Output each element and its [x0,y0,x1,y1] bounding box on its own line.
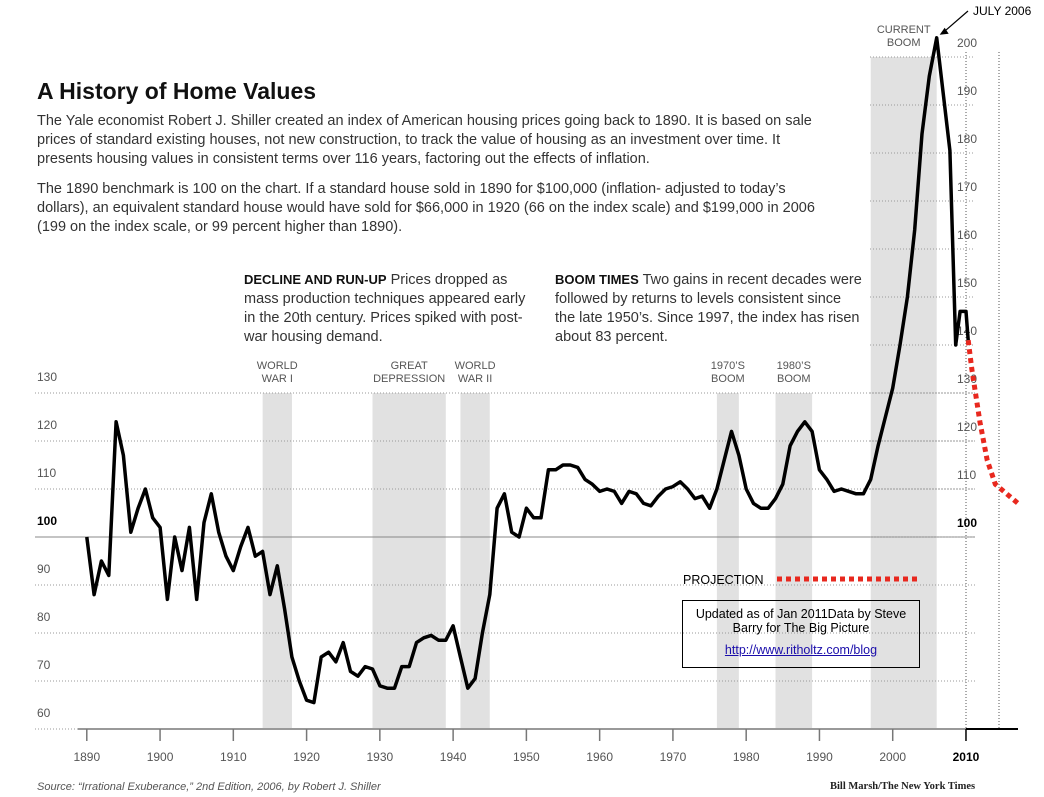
x-tick-label: 1960 [586,750,613,764]
band-label: GREAT [391,360,428,372]
band-label: 1980’S [777,360,811,372]
band [372,393,446,729]
x-tick-label: 1920 [293,750,320,764]
y2-tick-label: 190 [957,84,977,98]
y2-tick-label: 130 [957,372,977,386]
y-tick-label: 90 [37,562,51,576]
x-tick-label: 2000 [879,750,906,764]
annotation: BOOM TIMES Two gains in recent decades w… [555,270,865,347]
x-tick-label: 1940 [440,750,467,764]
description: The Yale economist Robert J. Shiller cre… [37,113,812,167]
band [262,393,292,729]
annotation-heading: DECLINE AND RUN-UP [244,272,387,287]
x-tick-label: 1930 [367,750,394,764]
y-tick-label: 100 [37,514,57,528]
band-label: BOOM [711,373,745,385]
band-label: BOOM [777,373,811,385]
y2-tick-label: 120 [957,420,977,434]
annotation-heading: BOOM TIMES [555,272,639,287]
y2-tick-label: 160 [957,228,977,242]
x-tick-label: 1950 [513,750,540,764]
y-tick-label: 80 [37,610,51,624]
callout-label: JULY 2006 [973,4,1032,18]
annotation: DECLINE AND RUN-UP Prices dropped as mas… [244,270,534,347]
note-text: Updated as of Jan 2011Data by Steve Barr… [695,607,907,635]
y2-tick-label: 110 [957,468,976,482]
data-line [85,36,970,705]
note-link[interactable]: http://www.ritholtz.com/blog [724,643,878,657]
band-label: WAR II [458,373,492,385]
y2-tick-label: 150 [957,276,977,290]
x-tick-label: 2010 [953,750,980,764]
band-label: 1970’S [711,360,745,372]
projection-line [965,339,1020,506]
y-tick-label: 110 [37,466,56,480]
band-label: WAR I [262,373,293,385]
chart-title: A History of Home Values [37,78,317,104]
y-tick-label: 60 [37,706,51,720]
band-label: WORLD [455,360,496,372]
y2-tick-label: 200 [957,36,977,50]
x-tick-label: 1900 [147,750,174,764]
y-tick-label: 70 [37,658,51,672]
band-label: WORLD [257,360,298,372]
x-tick-label: 1980 [733,750,760,764]
source: Source: “Irrational Exuberance,” 2nd Edi… [37,781,381,793]
callout-arrowhead [939,27,949,35]
description: The 1890 benchmark is 100 on the chart. … [37,181,815,235]
annotation-text: Prices dropped as mass production techni… [244,272,526,345]
annotation-text: Two gains in recent decades were followe… [555,272,862,345]
band [775,393,813,729]
band [716,393,739,729]
note-box: Updated as of Jan 2011Data by Steve Barr… [682,600,920,668]
x-tick-label: 1990 [806,750,833,764]
band-label: DEPRESSION [373,373,445,385]
band-label: CURRENT [877,24,931,36]
y-tick-label: 120 [37,418,57,432]
credit: Bill Marsh/The New York Times [830,781,976,792]
y-tick-label: 130 [37,370,57,384]
y2-tick-label: 100 [957,516,977,530]
y2-tick-label: 180 [957,132,977,146]
x-tick-label: 1890 [73,750,100,764]
x-tick-label: 1970 [660,750,687,764]
y2-tick-label: 170 [957,180,977,194]
x-tick-label: 1910 [220,750,247,764]
band-label: BOOM [887,37,921,49]
legend-label: PROJECTION [683,573,764,587]
